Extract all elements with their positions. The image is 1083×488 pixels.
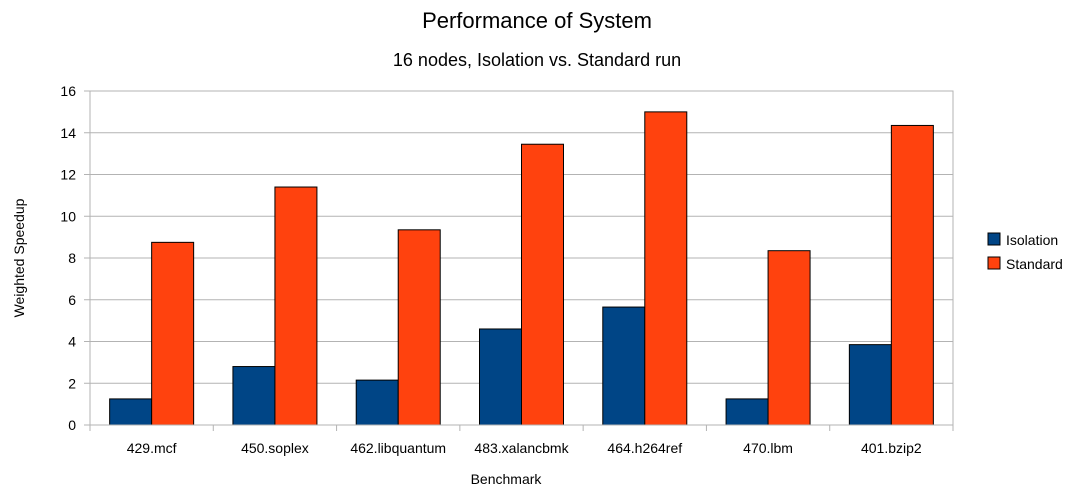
bar-standard-462-libquantum bbox=[397, 229, 441, 426]
bars bbox=[109, 111, 934, 426]
x-tick-label: 470.lbm bbox=[743, 440, 793, 456]
bar-isolation-401-bzip2 bbox=[848, 344, 892, 426]
x-tick-label: 450.soplex bbox=[241, 440, 309, 456]
bar-isolation-464-h264ref bbox=[602, 306, 646, 426]
bar-standard-450-soplex bbox=[274, 186, 318, 426]
bar-isolation-462-libquantum bbox=[355, 379, 399, 426]
legend: Isolation Standard bbox=[987, 232, 1063, 272]
y-tick-label: 10 bbox=[60, 208, 76, 224]
legend-swatch-isolation bbox=[987, 232, 1001, 246]
legend-label-standard: Standard bbox=[1006, 256, 1063, 272]
bar-standard-401-bzip2 bbox=[890, 124, 934, 426]
bar-standard-464-h264ref bbox=[644, 111, 688, 426]
bar-standard-470-lbm bbox=[767, 250, 811, 426]
y-axis-label: Weighted Speedup bbox=[11, 198, 27, 317]
x-axis-label: Benchmark bbox=[471, 471, 543, 487]
bar-standard-429-mcf bbox=[151, 241, 195, 426]
x-tick-label: 464.h264ref bbox=[607, 440, 682, 456]
bar-isolation-483-xalancbmk bbox=[479, 328, 522, 426]
y-tick-label: 16 bbox=[60, 83, 76, 99]
x-tick-label: 483.xalancbmk bbox=[474, 440, 569, 456]
plot-frame bbox=[89, 90, 954, 426]
x-tick-label: 429.mcf bbox=[127, 440, 177, 456]
bar-isolation-429-mcf bbox=[109, 398, 153, 426]
axes: 0 2 4 6 8 10 12 14 16 429.mcf 450.soplex 462.libqua… bbox=[60, 83, 954, 456]
y-tick-label: 4 bbox=[68, 334, 76, 350]
bar-standard-483-xalancbmk bbox=[521, 143, 564, 426]
bar-isolation-450-soplex bbox=[232, 366, 276, 426]
bar-isolation-470-lbm bbox=[725, 398, 769, 426]
legend-swatch-standard bbox=[987, 256, 1001, 270]
y-tick-label: 12 bbox=[60, 167, 76, 183]
chart-title: Performance of System bbox=[422, 8, 652, 33]
x-tick-label: 401.bzip2 bbox=[861, 440, 922, 456]
y-tick-label: 2 bbox=[68, 375, 76, 391]
legend-label-isolation: Isolation bbox=[1006, 232, 1058, 248]
y-tick-label: 0 bbox=[68, 417, 76, 433]
y-tick-label: 8 bbox=[68, 250, 76, 266]
y-tick-label: 14 bbox=[60, 125, 76, 141]
y-tick-label: 6 bbox=[68, 292, 76, 308]
x-tick-label: 462.libquantum bbox=[350, 440, 446, 456]
chart-subtitle: 16 nodes, Isolation vs. Standard run bbox=[393, 50, 681, 70]
